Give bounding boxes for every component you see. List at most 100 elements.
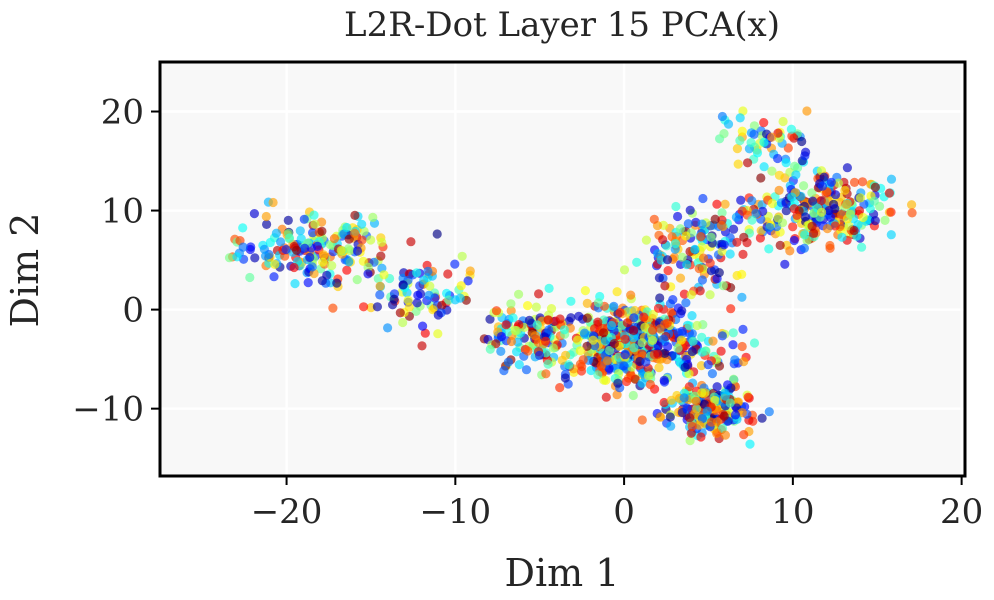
scatter-point — [329, 234, 339, 244]
scatter-point — [605, 345, 615, 356]
y-tick-label: 20 — [101, 93, 144, 133]
scatter-point — [743, 392, 753, 402]
scatter-point — [733, 159, 743, 169]
scatter-point — [826, 177, 836, 187]
scatter-point — [739, 232, 749, 242]
scatter-point — [300, 243, 310, 253]
scatter-point — [619, 361, 629, 371]
scatter-point — [756, 173, 766, 183]
scatter-point — [767, 198, 778, 209]
scatter-point — [658, 334, 669, 344]
scatter-point — [712, 428, 722, 438]
scatter-point — [629, 343, 639, 353]
scatter-point — [383, 323, 393, 333]
scatter-point — [807, 188, 817, 198]
scatter-point — [781, 198, 791, 208]
scatter-point — [830, 190, 841, 200]
scatter-point — [679, 393, 689, 403]
scatter-point — [773, 153, 783, 164]
scatter-point — [729, 374, 739, 384]
scatter-point — [767, 132, 777, 142]
scatter-point — [336, 245, 346, 255]
scatter-point — [729, 224, 739, 234]
scatter-point — [730, 355, 740, 365]
scatter-point — [775, 240, 785, 250]
scatter-point — [778, 116, 788, 127]
scatter-point — [566, 296, 576, 306]
scatter-point — [725, 398, 735, 408]
scatter-point — [717, 208, 727, 218]
x-tick-label: 20 — [940, 492, 983, 532]
scatter-point — [684, 382, 694, 392]
scatter-point — [755, 233, 766, 243]
scatter-point — [659, 397, 669, 408]
scatter-point — [660, 281, 670, 291]
scatter-point — [696, 361, 707, 371]
scatter-point — [870, 182, 881, 192]
scatter-point — [719, 411, 729, 421]
scatter-point — [530, 331, 540, 341]
scatter-point — [342, 222, 352, 233]
scatter-point — [613, 378, 623, 388]
scatter-point — [395, 308, 405, 318]
scatter-point — [560, 373, 571, 383]
scatter-point — [886, 207, 896, 217]
y-tick-label: 0 — [122, 291, 144, 331]
scatter-point — [303, 278, 313, 288]
scatter-point — [332, 278, 342, 288]
scatter-point — [308, 228, 318, 238]
scatter-point — [819, 172, 829, 182]
scatter-point — [363, 269, 373, 279]
scatter-point — [825, 240, 835, 251]
scatter-point — [786, 124, 797, 134]
scatter-point — [359, 226, 369, 236]
scatter-point — [532, 320, 542, 330]
scatter-point — [281, 244, 291, 255]
scatter-point — [666, 421, 676, 431]
scatter-point — [357, 219, 367, 229]
scatter-point — [305, 252, 315, 262]
scatter-point — [717, 111, 728, 122]
scatter-point — [687, 421, 697, 432]
scatter-point — [732, 237, 742, 247]
scatter-point — [682, 403, 692, 413]
scatter-point — [797, 136, 807, 147]
scatter-point — [271, 228, 281, 238]
scatter-point — [677, 252, 687, 262]
scatter-point — [548, 343, 559, 353]
scatter-point — [698, 253, 709, 263]
scatter-point — [800, 230, 810, 240]
scatter-point — [869, 196, 879, 206]
scatter-point — [403, 295, 413, 305]
scatter-point — [352, 275, 362, 285]
scatter-point — [283, 215, 293, 225]
scatter-point — [398, 317, 408, 328]
scatter-point — [837, 232, 847, 242]
scatter-point — [506, 306, 516, 316]
scatter-point — [739, 357, 749, 367]
scatter-point — [738, 106, 748, 116]
scatter-point — [450, 295, 460, 305]
scatter-point — [800, 212, 810, 222]
scatter-point — [609, 338, 620, 349]
scatter-point — [465, 266, 475, 276]
scatter-point — [406, 237, 416, 247]
scatter-point — [662, 255, 673, 265]
scatter-point — [849, 177, 860, 187]
scatter-point — [544, 325, 554, 335]
scatter-point — [350, 228, 360, 238]
scatter-point — [759, 118, 769, 128]
scatter-point — [737, 292, 747, 302]
scatter-point — [389, 294, 399, 304]
scatter-point — [541, 369, 551, 379]
scatter-point — [270, 259, 280, 269]
scatter-point — [886, 230, 896, 240]
scatter-point — [555, 314, 565, 324]
scatter-point — [663, 266, 673, 276]
scatter-point — [697, 388, 707, 398]
scatter-point — [418, 321, 428, 331]
scatter-point — [728, 328, 738, 338]
scatter-point — [676, 335, 686, 345]
scatter-point — [690, 244, 700, 254]
scatter-point — [534, 350, 545, 360]
